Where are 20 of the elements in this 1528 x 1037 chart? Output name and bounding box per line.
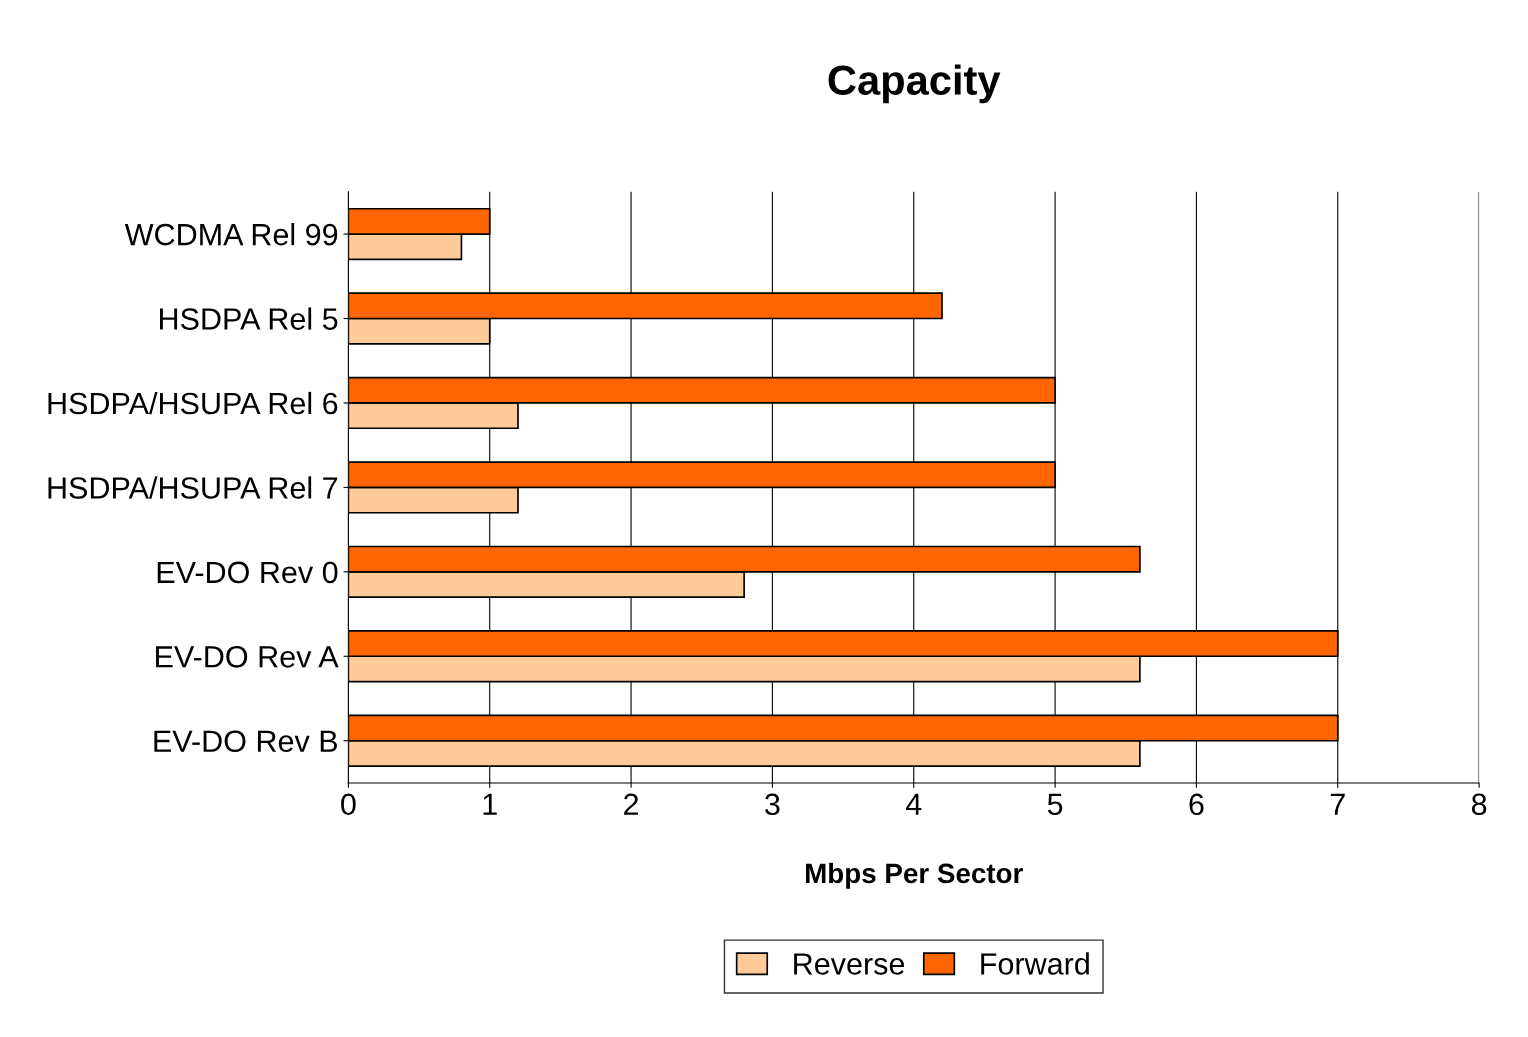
y-tick-label: EV-DO Rev A bbox=[156, 646, 339, 668]
x-tick-label: 0 bbox=[341, 793, 356, 816]
y-tick-label: WCDMA Rel 99 bbox=[124, 222, 338, 246]
legend-label: Reverse bbox=[794, 953, 905, 975]
x-tick-label: 1 bbox=[483, 793, 497, 815]
y-tick-label: HSDPA/HSUPA Rel 6 bbox=[48, 391, 338, 415]
x-tick-label: 4 bbox=[905, 793, 922, 815]
x-tick-label: 8 bbox=[1471, 793, 1487, 816]
legend-label: Forward bbox=[981, 952, 1089, 975]
x-axis-title: Mbps Per Sector bbox=[806, 862, 1023, 889]
y-tick-label: EV-DO Rev B bbox=[154, 730, 338, 753]
y-tick-label: EV-DO Rev 0 bbox=[157, 561, 338, 584]
x-tick-label: 7 bbox=[1330, 793, 1345, 815]
chart-title: Capacity bbox=[828, 64, 1001, 104]
y-tick-label: HSDPA/HSUPA Rel 7 bbox=[48, 476, 338, 499]
x-tick-label: 2 bbox=[624, 793, 639, 815]
y-tick-label: HSDPA Rel 5 bbox=[160, 307, 338, 330]
x-tick-label: 5 bbox=[1047, 793, 1063, 816]
x-tick-label: 6 bbox=[1189, 793, 1204, 816]
x-tick-label: 3 bbox=[765, 793, 780, 816]
